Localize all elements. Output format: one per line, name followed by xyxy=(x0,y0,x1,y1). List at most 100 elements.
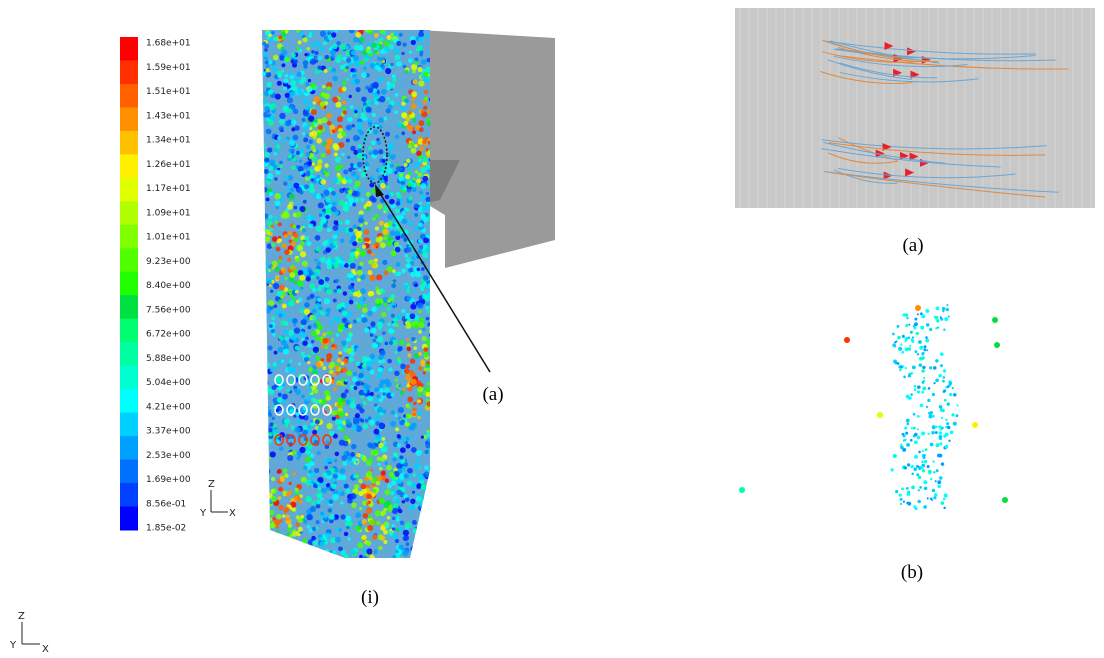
contour-dot xyxy=(316,261,322,267)
particle xyxy=(940,501,945,505)
contour-dot xyxy=(317,486,322,491)
contour-dot xyxy=(309,187,316,194)
contour-dot xyxy=(335,332,340,337)
contour-dot xyxy=(416,44,423,51)
contour-dot xyxy=(353,228,359,233)
contour-dot xyxy=(394,246,401,253)
contour-dot xyxy=(388,530,394,536)
contour-dot xyxy=(376,137,380,142)
contour-dot xyxy=(355,347,360,351)
contour-dot xyxy=(425,66,430,73)
particle xyxy=(934,493,938,497)
particle xyxy=(933,382,936,385)
contour-dot xyxy=(371,360,376,364)
contour-dot xyxy=(329,124,336,131)
contour-dot xyxy=(334,156,342,163)
particle xyxy=(910,338,914,341)
contour-dot xyxy=(269,227,274,232)
contour-dot xyxy=(420,182,427,189)
contour-dot xyxy=(322,223,328,228)
contour-dot xyxy=(358,168,362,172)
contour-dot xyxy=(362,401,367,406)
contour-dot xyxy=(371,188,376,194)
contour-dot xyxy=(397,384,402,388)
particle xyxy=(935,327,938,330)
contour-dot xyxy=(424,498,428,502)
contour-dot xyxy=(262,213,269,220)
contour-dot xyxy=(342,110,347,115)
contour-dot xyxy=(277,309,282,314)
contour-dot xyxy=(274,555,280,558)
contour-dot xyxy=(374,510,382,517)
contour-dot xyxy=(309,58,317,65)
contour-dot xyxy=(278,335,284,341)
contour-dot xyxy=(401,437,407,443)
panel-a-caption: (a) xyxy=(902,235,923,256)
panel-a-streaks xyxy=(739,8,1092,208)
contour-dot xyxy=(295,202,300,207)
contour-dot xyxy=(381,88,387,95)
contour-dot xyxy=(290,119,297,125)
contour-dot xyxy=(264,531,270,538)
contour-dot xyxy=(291,531,297,537)
contour-dot xyxy=(371,197,377,203)
contour-dot xyxy=(266,517,271,522)
contour-dot xyxy=(287,527,292,532)
contour-dot xyxy=(282,468,288,474)
particle xyxy=(901,350,905,354)
contour-dot xyxy=(327,508,333,513)
contour-dot xyxy=(408,425,414,431)
contour-dot xyxy=(265,229,271,235)
contour-dot xyxy=(274,93,281,100)
particle xyxy=(947,315,950,318)
contour-dot xyxy=(298,499,303,504)
contour-dot xyxy=(420,59,427,65)
contour-dot xyxy=(267,345,273,351)
contour-dot xyxy=(287,204,293,210)
contour-dot xyxy=(311,162,316,166)
contour-dot xyxy=(413,203,419,209)
contour-dot xyxy=(375,480,381,486)
contour-dot xyxy=(392,279,397,283)
contour-dot xyxy=(406,364,410,369)
contour-dot xyxy=(396,443,402,448)
contour-dot xyxy=(348,332,353,338)
contour-dot xyxy=(351,425,358,431)
contour-dot xyxy=(287,317,292,322)
contour-dot xyxy=(341,340,347,346)
contour-dot xyxy=(267,550,274,557)
contour-dot xyxy=(391,283,397,289)
contour-dot xyxy=(376,394,381,399)
contour-dot xyxy=(397,346,403,352)
contour-dot xyxy=(326,313,330,317)
contour-dot xyxy=(422,390,427,395)
contour-dot xyxy=(416,178,422,184)
particle xyxy=(940,317,944,321)
particle xyxy=(914,350,918,354)
contour-dot xyxy=(266,36,270,40)
contour-dot xyxy=(285,120,291,127)
contour-dot xyxy=(262,495,266,500)
contour-dot xyxy=(384,489,391,496)
streakline xyxy=(827,59,912,80)
particle xyxy=(921,390,925,394)
contour-dot xyxy=(367,100,373,106)
streakline xyxy=(820,70,913,84)
contour-dot xyxy=(357,238,362,242)
particle xyxy=(915,331,919,336)
particle xyxy=(920,465,924,470)
contour-dot xyxy=(418,127,424,133)
contour-dot xyxy=(311,480,315,485)
contour-dot xyxy=(374,213,379,218)
colorbar-swatch xyxy=(120,154,138,179)
particle xyxy=(925,309,930,313)
contour-dot xyxy=(417,533,424,541)
contour-dot xyxy=(291,367,297,372)
particle xyxy=(931,488,936,493)
contour-dot xyxy=(268,412,273,417)
contour-dot xyxy=(384,478,390,483)
contour-dot xyxy=(406,346,412,352)
contour-dot xyxy=(350,163,354,167)
streakline xyxy=(828,152,899,164)
contour-dot xyxy=(311,526,317,531)
